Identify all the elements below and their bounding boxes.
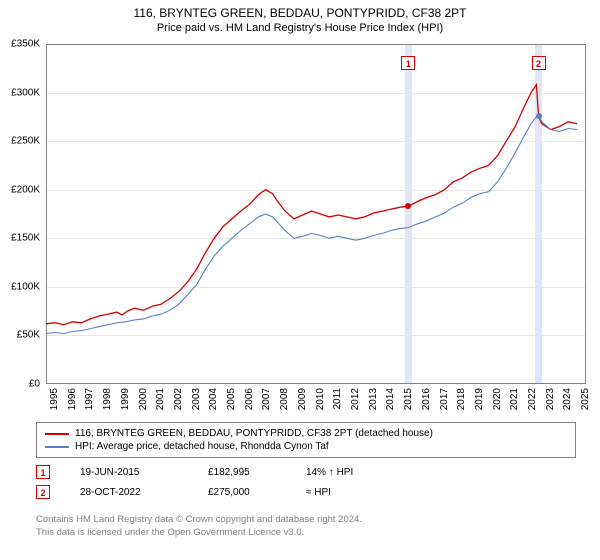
chart-marker-box: 1	[401, 56, 415, 70]
x-axis-label: 2018	[456, 388, 467, 410]
x-axis-label: 2023	[545, 388, 556, 410]
sale-marker-icon: 1	[36, 465, 50, 479]
y-axis-label: £350K	[11, 39, 40, 50]
x-axis-label: 2017	[439, 388, 450, 410]
chart-marker-box: 2	[532, 56, 546, 70]
chart-subtitle: Price paid vs. HM Land Registry's House …	[0, 20, 600, 38]
legend-swatch	[45, 433, 69, 435]
x-axis-label: 2009	[297, 388, 308, 410]
x-axis-label: 2001	[155, 388, 166, 410]
y-axis-label: £50K	[17, 330, 40, 341]
x-axis-label: 1995	[49, 388, 60, 410]
legend-label: 116, BRYNTEG GREEN, BEDDAU, PONTYPRIDD, …	[75, 428, 433, 439]
x-axis-label: 2004	[208, 388, 219, 410]
x-axis-label: 1999	[120, 388, 131, 410]
x-axis-label: 2019	[474, 388, 485, 410]
x-axis-label: 2012	[350, 388, 361, 410]
y-axis-label: £250K	[11, 136, 40, 147]
legend-item: 116, BRYNTEG GREEN, BEDDAU, PONTYPRIDD, …	[45, 427, 567, 440]
legend-swatch	[45, 446, 69, 448]
series-hpi	[46, 116, 577, 334]
x-axis-label: 2022	[527, 388, 538, 410]
table-row: 2 28-OCT-2022 £275,000 ≈ HPI	[36, 482, 576, 502]
y-axis-label: £200K	[11, 184, 40, 195]
x-axis-label: 2025	[580, 388, 591, 410]
x-axis-label: 2005	[226, 388, 237, 410]
x-axis-label: 2000	[138, 388, 149, 410]
x-axis-label: 2016	[421, 388, 432, 410]
sale-vs-hpi: ≈ HPI	[306, 487, 384, 498]
x-axis-label: 1997	[84, 388, 95, 410]
x-axis-label: 2011	[332, 388, 343, 410]
sale-marker-icon: 2	[36, 485, 50, 499]
chart-area: 12 £0£50K£100K£150K£200K£250K£300K£350K …	[46, 44, 586, 384]
x-axis-label: 2003	[191, 388, 202, 410]
line-series	[46, 44, 586, 384]
chart-marker-dot	[405, 203, 411, 209]
x-axis-label: 1996	[67, 388, 78, 410]
x-axis-label: 2010	[315, 388, 326, 410]
x-axis-label: 2013	[368, 388, 379, 410]
x-axis-label: 2015	[403, 388, 414, 410]
legend-item: HPI: Average price, detached house, Rhon…	[45, 440, 567, 453]
sale-price: £182,995	[208, 467, 306, 478]
sale-date: 19-JUN-2015	[80, 467, 208, 478]
x-axis-label: 2002	[173, 388, 184, 410]
footer-line: This data is licensed under the Open Gov…	[36, 527, 576, 540]
y-axis-label: £150K	[11, 233, 40, 244]
sales-table: 1 19-JUN-2015 £182,995 14% ↑ HPI 2 28-OC…	[36, 462, 576, 502]
y-axis-label: £0	[29, 379, 40, 390]
footer-attribution: Contains HM Land Registry data © Crown c…	[36, 514, 576, 540]
x-axis-label: 2008	[279, 388, 290, 410]
sale-date: 28-OCT-2022	[80, 487, 208, 498]
chart-marker-dot	[536, 113, 542, 119]
legend-label: HPI: Average price, detached house, Rhon…	[75, 441, 329, 452]
series-price_paid	[46, 85, 577, 325]
table-row: 1 19-JUN-2015 £182,995 14% ↑ HPI	[36, 462, 576, 482]
x-axis-label: 2006	[244, 388, 255, 410]
sale-vs-hpi: 14% ↑ HPI	[306, 467, 384, 478]
legend: 116, BRYNTEG GREEN, BEDDAU, PONTYPRIDD, …	[36, 422, 576, 458]
x-axis-label: 2020	[492, 388, 503, 410]
x-axis-label: 1998	[102, 388, 113, 410]
sale-price: £275,000	[208, 487, 306, 498]
x-axis-label: 2024	[562, 388, 573, 410]
chart-title: 116, BRYNTEG GREEN, BEDDAU, PONTYPRIDD, …	[0, 0, 600, 20]
y-axis-label: £300K	[11, 87, 40, 98]
footer-line: Contains HM Land Registry data © Crown c…	[36, 514, 576, 527]
x-axis-label: 2014	[385, 388, 396, 410]
x-axis-label: 2007	[261, 388, 272, 410]
x-axis-label: 2021	[509, 388, 520, 410]
y-axis-label: £100K	[11, 281, 40, 292]
